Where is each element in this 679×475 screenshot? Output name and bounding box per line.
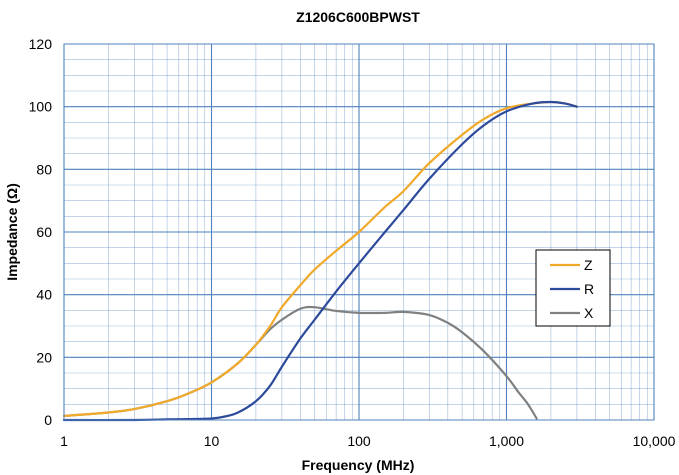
series-line-z xyxy=(62,100,578,418)
y-tick-label: 100 xyxy=(29,99,53,115)
y-tick-label: 0 xyxy=(44,412,52,428)
x-tick-label: 1,000 xyxy=(489,433,524,449)
x-tick-label: 10 xyxy=(204,433,220,449)
x-tick-label: 10,000 xyxy=(633,433,676,449)
plot-frame xyxy=(63,43,655,421)
y-tick-label: 60 xyxy=(36,224,52,240)
y-tick-label: 40 xyxy=(36,287,52,303)
tick-labels: 1 10 100 1,000 10,000 0 20 40 60 80 100 120 xyxy=(29,36,676,449)
legend-label-z: Z xyxy=(584,257,593,273)
legend-label-x: X xyxy=(584,305,594,321)
y-tick-label: 120 xyxy=(29,36,53,52)
y-axis-title: Impedance (Ω) xyxy=(4,183,20,281)
x-axis-title: Frequency (MHz) xyxy=(302,457,415,473)
series-lines xyxy=(62,100,578,422)
series-line-r xyxy=(62,100,578,422)
legend-label-r: R xyxy=(584,281,594,297)
x-tick-label: 1 xyxy=(60,433,68,449)
legend: ZRX xyxy=(535,249,611,327)
x-tick-label: 100 xyxy=(347,433,371,449)
y-tick-label: 80 xyxy=(36,161,52,177)
y-tick-label: 20 xyxy=(36,349,52,365)
chart-title: Z1206C600BPWST xyxy=(296,9,420,25)
